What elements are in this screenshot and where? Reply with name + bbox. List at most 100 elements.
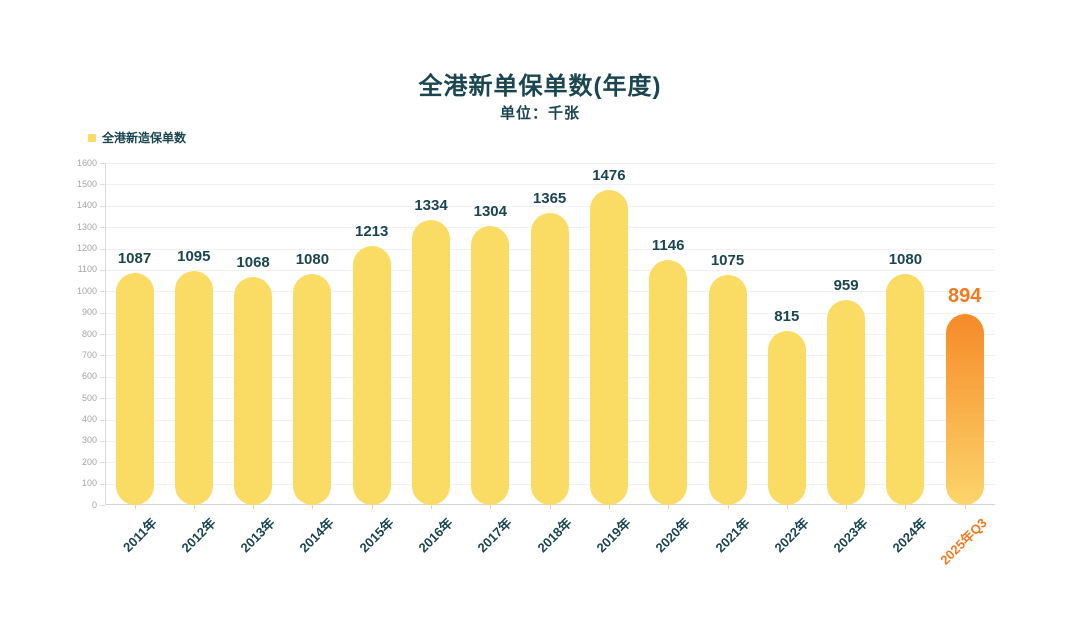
x-axis-tick [312,505,314,509]
bar[interactable] [886,274,925,505]
y-axis-tick-label: 1000 [76,285,97,296]
y-axis-tick-label: 700 [81,349,97,360]
legend-swatch-icon [88,133,96,142]
bar[interactable] [234,276,273,505]
x-axis-label: 2023年 [830,515,871,556]
y-axis-tick-label: 1300 [76,221,97,232]
bar-value-label: 959 [833,277,859,294]
x-axis-label: 2018年 [534,515,575,556]
y-axis-tick [100,419,105,421]
y-axis-tick [100,291,105,293]
x-axis-tick [608,505,610,509]
y-axis-tick [100,269,105,271]
bar[interactable] [174,270,213,505]
chart-subtitle: 单位：千张 [499,105,580,122]
bar[interactable] [412,219,450,505]
bar[interactable] [649,260,688,505]
y-axis-tick-label: 400 [81,414,97,424]
bar-value-label: 1334 [414,196,448,214]
bar[interactable] [115,272,154,505]
bar[interactable] [530,213,569,505]
y-axis-tick-label: 600 [81,371,97,382]
y-axis-tick [100,462,105,464]
y-axis-tick-label: 1200 [76,243,97,253]
x-axis-label: 2016年 [415,515,456,556]
y-axis-tick [100,483,105,485]
y-axis-tick [100,440,105,442]
x-axis-tick [193,505,195,509]
x-axis-tick [668,505,670,509]
gridline [106,184,995,186]
x-axis-label: 2015年 [356,515,397,556]
bar-value-label: 1080 [295,251,330,269]
gridline [106,163,995,164]
y-axis-tick [100,376,105,378]
y-axis-line [105,163,106,505]
x-axis-tick [134,505,136,509]
bar-value-label: 1068 [236,253,270,271]
y-axis-tick-label: 300 [81,435,97,446]
y-axis-tick-label: 1500 [76,178,97,189]
bar-value-label: 1304 [473,203,507,221]
bar-value-label: 1146 [651,237,685,254]
bar-value-label: 1075 [710,252,745,270]
y-axis-tick [100,334,105,335]
x-axis-tick [431,505,432,509]
x-axis-tick [549,505,551,509]
plot-area: 0 100 200 300 400 500 600 700 800 900 1000 1100 1200… [77,158,995,568]
y-axis-tick [100,227,105,229]
x-axis-label: 2017年 [474,515,516,556]
y-axis-tick-label: 100 [81,478,97,489]
bar[interactable] [945,313,984,505]
bar-value-label: 815 [774,307,800,325]
bar-value-label: 1213 [355,222,389,240]
x-axis-tick [490,505,492,509]
bar[interactable] [767,330,806,505]
x-axis-label: 2012年 [178,515,219,556]
chart-title: 全港新单保单数(年度) [418,73,662,100]
bar[interactable] [352,245,391,505]
bar-value-label: 1087 [117,249,152,267]
bar-value-label: 894 [948,284,982,307]
x-axis-label: 2024年 [889,515,931,556]
y-axis-tick-label: 1600 [76,157,97,168]
x-axis-label: 2020年 [652,515,693,556]
x-axis-tick [371,505,373,509]
x-axis-tick [905,505,907,509]
y-axis-tick-label: 200 [81,456,97,467]
x-axis-tick [786,505,788,509]
y-axis-tick-label: 900 [81,307,97,318]
bar-value-label: 1080 [888,251,923,269]
bar-value-label: 1476 [592,166,626,184]
bar[interactable] [471,226,510,505]
bar[interactable] [708,275,747,505]
y-axis-tick [100,248,105,250]
bar[interactable] [293,274,332,505]
y-axis-tick [100,398,105,400]
y-axis-tick-label: 500 [81,392,97,403]
bar-value-label: 1095 [177,247,211,265]
bar[interactable] [589,189,628,505]
x-axis-label: 2013年 [237,515,278,556]
y-axis-tick-label: 800 [81,328,97,339]
y-axis-tick [100,505,105,506]
x-axis-label: 2025年Q3 [936,515,990,568]
y-axis-tick-label: 1100 [77,264,97,275]
gridline [106,205,995,207]
y-axis-tick [100,205,105,207]
x-axis-tick [727,505,729,509]
x-axis-tick [964,505,966,509]
bar[interactable] [827,300,866,505]
y-axis-tick [100,355,105,357]
y-axis-tick [100,163,105,164]
y-axis-tick-label: 0 [91,499,97,510]
legend-label: 全港新造保单数 [102,131,187,145]
x-axis-tick [846,505,848,509]
x-axis-label: 2014年 [296,515,338,556]
x-axis-tick [253,505,255,509]
x-axis-label: 2011年 [119,515,160,555]
y-axis-tick [100,184,105,186]
y-axis-tick-label: 1400 [76,200,97,211]
legend-item[interactable]: 全港新造保单数 [88,129,186,146]
